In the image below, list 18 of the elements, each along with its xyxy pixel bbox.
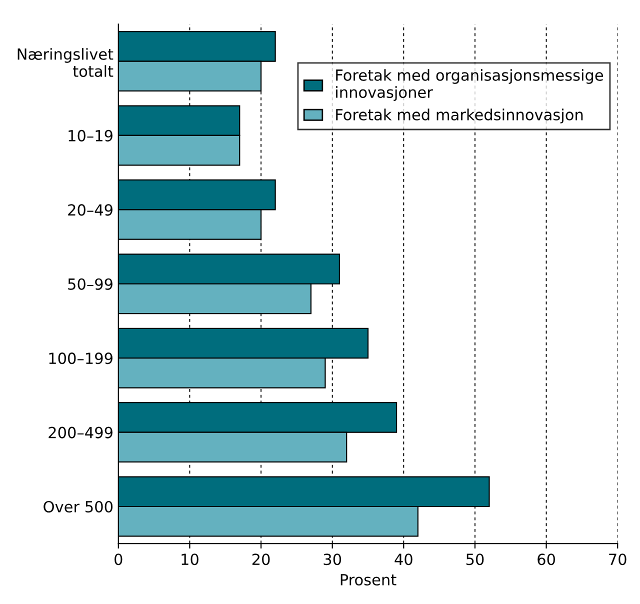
x-tick-label: 40	[394, 554, 412, 566]
x-tick-label: 50	[466, 554, 484, 566]
x-axis-title: Prosent	[340, 574, 396, 586]
x-tick-label: 20	[252, 554, 270, 566]
y-tick-label: 100–199	[49, 352, 112, 364]
x-tick-label: 70	[609, 554, 626, 566]
y-tick-label: Næringslivet totalt	[18, 48, 114, 77]
x-tick-label: 30	[324, 554, 342, 566]
x-tick-label: 0	[114, 554, 122, 566]
x-tick-label: 10	[182, 554, 198, 566]
x-tick-label: 60	[538, 554, 555, 566]
y-tick-label: 20–49	[68, 204, 112, 216]
y-tick-label: 50–99	[68, 278, 112, 290]
legend-label: Foretak med markedsinnovasjon	[336, 108, 583, 124]
y-tick-label: 10–19	[68, 130, 112, 142]
y-tick-label: 200–499	[48, 426, 112, 438]
y-tick-label: Over 500	[44, 500, 113, 513]
legend-label: Foretak med organisasjonsmessige innovasjoner	[336, 69, 604, 101]
